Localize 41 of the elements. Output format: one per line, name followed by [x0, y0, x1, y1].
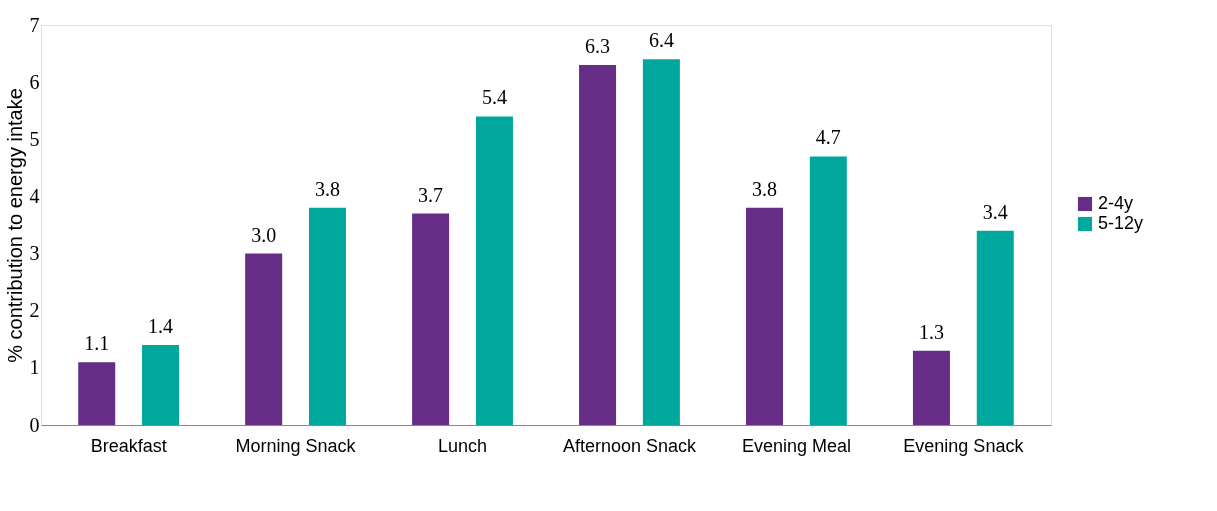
bar	[142, 345, 180, 425]
data-label: 3.8	[315, 177, 340, 200]
y-tick-label: 3	[29, 242, 40, 265]
data-label: 6.4	[648, 29, 674, 52]
data-label: 3.0	[251, 223, 277, 246]
y-tick-label: 0	[29, 413, 40, 436]
data-label: 1.4	[148, 315, 174, 337]
bar	[809, 156, 847, 425]
legend-label: 2-4y	[1098, 193, 1134, 213]
x-tick-label: Lunch	[438, 435, 488, 456]
bar	[245, 253, 283, 425]
data-label: 6.3	[585, 35, 611, 57]
legend-label: 5-12y	[1098, 213, 1144, 233]
bar	[746, 207, 783, 425]
bar	[642, 59, 680, 425]
data-label: 3.7	[418, 183, 444, 206]
y-tick-label: 6	[29, 70, 40, 93]
y-tick-label: 7	[29, 13, 40, 36]
bar	[412, 213, 450, 425]
data-label: 5.4	[481, 86, 507, 109]
y-axis-title: % contribution to energy intake	[3, 88, 26, 363]
data-label: 3.4	[982, 200, 1008, 223]
y-tick-label: 1	[29, 356, 40, 379]
data-label: 3.8	[752, 177, 777, 200]
bar	[912, 350, 950, 425]
x-tick-label: Evening Meal	[741, 435, 851, 456]
y-tick-label: 2	[29, 299, 40, 322]
bar	[475, 116, 513, 425]
data-label: 1.1	[84, 332, 110, 355]
y-tick-label: 4	[29, 184, 40, 207]
x-tick-label: Morning Snack	[235, 435, 357, 456]
x-tick-label: Afternoon Snack	[562, 435, 698, 456]
bar	[579, 65, 617, 425]
x-tick-label: Breakfast	[90, 435, 167, 456]
x-tick-label: Evening Snack	[903, 435, 1025, 456]
bar	[78, 362, 116, 425]
bar	[976, 230, 1014, 425]
bar	[309, 207, 346, 425]
y-tick-label: 5	[29, 127, 40, 150]
data-label: 4.7	[815, 126, 841, 149]
data-label: 1.3	[918, 320, 944, 343]
